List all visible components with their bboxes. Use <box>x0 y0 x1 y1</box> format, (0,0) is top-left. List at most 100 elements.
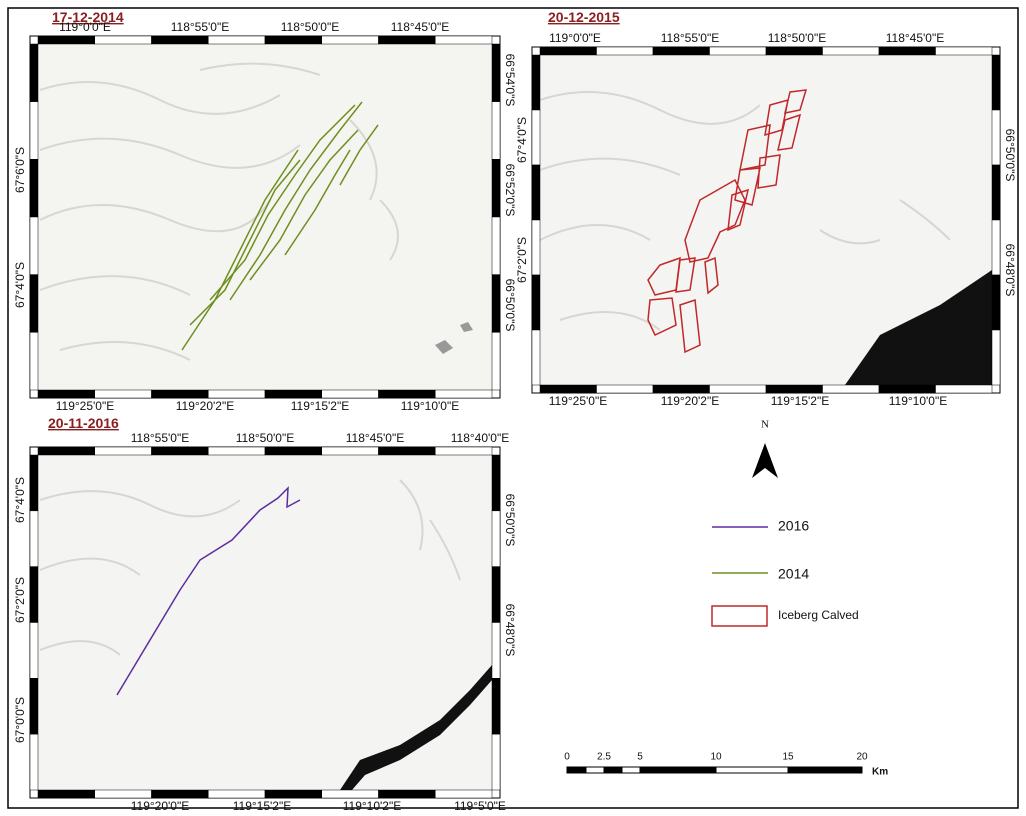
neatline-segment <box>379 447 436 455</box>
neatline-segment <box>492 567 500 623</box>
neatline-segment <box>435 790 492 798</box>
latitude-label: 66°48'0"S <box>1003 244 1017 297</box>
scale-segment <box>716 767 788 773</box>
longitude-label: 119°20'2"E <box>661 394 720 408</box>
north-label: N <box>761 419 769 431</box>
panel-title: 20-12-2015 <box>548 9 620 25</box>
neatline-segment <box>532 275 540 330</box>
neatline-segment <box>710 47 767 55</box>
neatline-segment <box>492 734 500 790</box>
latitude-label: 66°50'0"S <box>1003 129 1017 182</box>
longitude-label: 119°20'2"E <box>176 399 235 413</box>
longitude-label: 118°55'0"E <box>171 20 230 34</box>
scale-segment <box>604 767 622 773</box>
neatline-segment <box>532 110 540 165</box>
neatline-segment <box>208 790 265 798</box>
neatline-segment <box>936 385 993 393</box>
neatline-segment <box>766 385 823 393</box>
neatline-segment <box>936 47 993 55</box>
scale-segment <box>788 767 862 773</box>
neatline-segment <box>435 390 492 398</box>
neatline-segment <box>532 220 540 275</box>
longitude-label: 118°55'0"E <box>661 31 720 45</box>
longitude-label: 119°15'2"E <box>233 799 292 813</box>
map-2016 <box>38 455 492 790</box>
legend: 2016 2014 Iceberg Calved <box>712 518 859 626</box>
latitude-label: 67°2'0"S <box>515 237 529 283</box>
neatline-segment <box>435 36 492 44</box>
neatline-segment <box>30 275 38 333</box>
latitude-label: 67°0'0"S <box>13 697 27 743</box>
scale-unit: Km <box>872 767 888 778</box>
neatline-segment <box>152 447 209 455</box>
neatline-segment <box>95 790 152 798</box>
longitude-label: 118°50'0"E <box>768 31 827 45</box>
scale-segment <box>567 767 586 773</box>
neatline-segment <box>95 390 152 398</box>
longitude-label: 118°45'0"E <box>391 20 450 34</box>
neatline-segment <box>30 217 38 275</box>
neatline-segment <box>152 36 209 44</box>
neatline-segment <box>653 47 710 55</box>
longitude-label: 118°50'0"E <box>281 20 340 34</box>
longitude-label: 119°0'0"E <box>549 31 601 45</box>
longitude-label: 118°50'0"E <box>236 431 295 445</box>
neatline-segment <box>30 678 38 734</box>
neatline-segment <box>823 385 880 393</box>
longitude-label: 118°45'0"E <box>346 431 405 445</box>
scale-segment <box>622 767 640 773</box>
neatline-segment <box>492 159 500 217</box>
neatline-segment <box>879 385 936 393</box>
neatline-segment <box>435 447 492 455</box>
neatline-segment <box>30 332 38 390</box>
neatline-segment <box>152 390 209 398</box>
map-2015 <box>540 55 992 385</box>
latitude-label: 66°54'0"S <box>503 54 517 107</box>
neatline-segment <box>532 55 540 110</box>
neatline-segment <box>492 332 500 390</box>
longitude-label: 119°10'0"E <box>889 394 948 408</box>
scale-segment <box>586 767 604 773</box>
neatline-segment <box>879 47 936 55</box>
neatline-segment <box>492 623 500 679</box>
neatline-segment <box>95 36 152 44</box>
neatline-segment <box>379 390 436 398</box>
neatline-segment <box>492 678 500 734</box>
neatline-segment <box>30 44 38 102</box>
neatline-segment <box>992 330 1000 385</box>
neatline-segment <box>492 275 500 333</box>
neatline-segment <box>322 790 379 798</box>
neatline-segment <box>95 447 152 455</box>
longitude-label: 119°0'0"E <box>59 20 111 34</box>
longitude-label: 119°10'0"E <box>401 399 460 413</box>
neatline-segment <box>38 36 95 44</box>
neatline-segment <box>992 275 1000 330</box>
neatline-segment <box>265 390 322 398</box>
neatline-segment <box>379 790 436 798</box>
scale-tick-label: 2.5 <box>597 752 611 763</box>
neatline-segment <box>992 220 1000 275</box>
neatline-segment <box>710 385 767 393</box>
neatline-segment <box>597 47 654 55</box>
longitude-label: 119°25'0"E <box>549 394 608 408</box>
neatline-segment <box>492 455 500 511</box>
neatline-segment <box>30 455 38 511</box>
longitude-label: 119°15'2"E <box>291 399 350 413</box>
map-2014 <box>38 44 492 390</box>
latitude-label: 66°50'0"S <box>503 279 517 332</box>
latitude-label: 67°4'0"S <box>515 117 529 163</box>
neatline-segment <box>532 330 540 385</box>
neatline-segment <box>532 165 540 220</box>
longitude-label: 119°10'2"E <box>343 799 402 813</box>
longitude-label: 119°25'0"E <box>56 399 115 413</box>
neatline-segment <box>379 36 436 44</box>
neatline-segment <box>30 623 38 679</box>
legend-label: Iceberg Calved <box>778 608 859 622</box>
longitude-label: 119°20'0"E <box>131 799 190 813</box>
scale-segment <box>640 767 716 773</box>
neatline-segment <box>653 385 710 393</box>
neatline-segment <box>38 390 95 398</box>
neatline-segment <box>30 159 38 217</box>
neatline-segment <box>492 511 500 567</box>
latitude-label: 66°48'0"S <box>503 604 517 657</box>
